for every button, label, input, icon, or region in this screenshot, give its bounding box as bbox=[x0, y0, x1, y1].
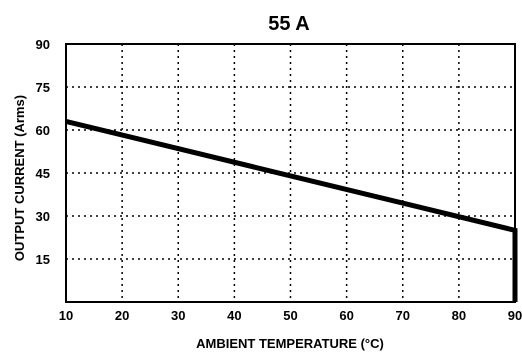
y-tick-label: 30 bbox=[36, 209, 50, 224]
derating-curve-line bbox=[65, 118, 518, 302]
plot-frame bbox=[65, 43, 516, 303]
y-tick-label: 75 bbox=[36, 80, 50, 95]
x-tick-label: 20 bbox=[115, 308, 129, 323]
x-axis-ticks: 10 20 30 40 50 60 70 80 90 bbox=[59, 308, 522, 323]
x-tick-label: 30 bbox=[171, 308, 185, 323]
y-tick-label: 60 bbox=[36, 123, 50, 138]
y-tick-label: 15 bbox=[36, 252, 50, 267]
grid bbox=[66, 44, 515, 302]
y-tick-label: 90 bbox=[36, 37, 50, 52]
y-axis-ticks: 15 30 45 60 75 90 bbox=[36, 37, 50, 267]
y-tick-label: 45 bbox=[36, 166, 50, 181]
x-tick-label: 80 bbox=[452, 308, 466, 323]
x-tick-label: 60 bbox=[339, 308, 353, 323]
x-tick-label: 70 bbox=[396, 308, 410, 323]
x-tick-label: 50 bbox=[283, 308, 297, 323]
x-tick-label: 10 bbox=[59, 308, 73, 323]
x-tick-label: 40 bbox=[227, 308, 241, 323]
chart-title: 55 A bbox=[268, 13, 310, 35]
x-axis-label: AMBIENT TEMPERATURE (°C) bbox=[196, 336, 384, 351]
x-tick-label: 90 bbox=[508, 308, 522, 323]
series-group bbox=[65, 118, 518, 302]
y-axis-label: OUTPUT CURRENT (Arms) bbox=[12, 95, 27, 261]
